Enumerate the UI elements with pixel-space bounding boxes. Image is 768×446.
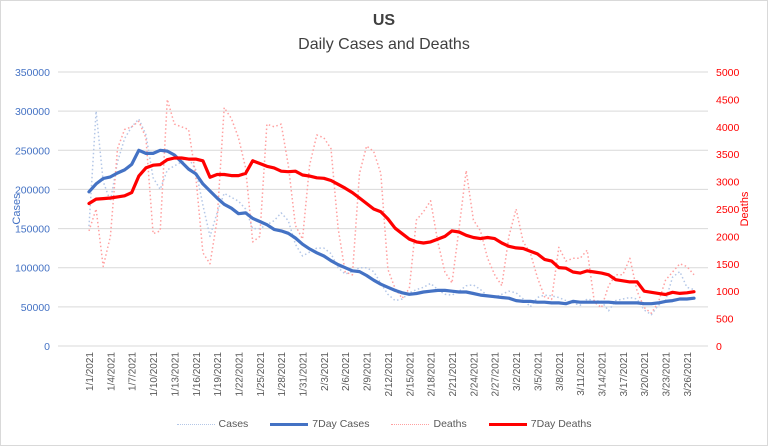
left-tick-label: 350000: [15, 67, 50, 79]
x-tick-label: 1/10/2021: [149, 352, 160, 397]
x-tick-label: 1/16/2021: [192, 352, 203, 397]
legend-item-deaths: Deaths: [391, 418, 467, 430]
x-axis-ticks: 1/1/2021 1/4/2021 1/7/2021 1/10/2021 1/13/20…: [85, 352, 694, 397]
x-tick-label: 3/20/2021: [640, 352, 651, 397]
x-tick-label: 3/26/2021: [683, 352, 694, 397]
legend-swatch-cases: [176, 423, 215, 425]
right-tick-label: 1000: [716, 286, 740, 298]
gridlines: [58, 71, 708, 347]
right-tick-label: 5000: [716, 67, 740, 79]
right-tick-label: 3500: [716, 149, 740, 161]
x-tick-label: 1/22/2021: [234, 352, 245, 397]
chart-subtitle: Daily Cases and Deaths: [298, 36, 470, 53]
right-axis-ticks: 0 500 1000 1500 2000 2500 3000 3500 4000 4500 5000: [716, 67, 740, 353]
x-tick-label: 2/15/2021: [405, 352, 416, 397]
x-tick-label: 2/27/2021: [491, 352, 502, 397]
legend-label: 7Day Deaths: [530, 418, 592, 430]
left-tick-label: 150000: [15, 224, 50, 236]
right-tick-label: 2000: [716, 231, 740, 243]
x-tick-label: 3/2/2021: [512, 352, 523, 391]
left-tick-label: 200000: [15, 184, 50, 196]
x-tick-label: 2/24/2021: [469, 352, 480, 397]
x-tick-label: 1/7/2021: [128, 352, 139, 391]
x-tick-label: 1/31/2021: [299, 352, 310, 397]
x-tick-label: 3/11/2021: [576, 352, 587, 396]
right-tick-label: 500: [716, 314, 734, 326]
left-tick-label: 300000: [15, 106, 50, 118]
left-tick-label: 50000: [21, 302, 50, 314]
legend-label: Cases: [218, 418, 249, 430]
series-group: [87, 98, 696, 316]
left-tick-label: 0: [44, 341, 50, 353]
left-tick-label: 250000: [15, 145, 50, 157]
right-tick-label: 4500: [716, 94, 740, 106]
right-tick-label: 0: [716, 341, 722, 353]
series-line-cases: [88, 110, 695, 316]
chart-title: US: [372, 12, 396, 29]
right-axis-title: Deaths: [739, 191, 751, 226]
legend-item-cases: Cases: [176, 418, 249, 430]
x-tick-label: 3/17/2021: [619, 352, 630, 397]
right-tick-label: 2500: [716, 204, 740, 216]
legend-label: Deaths: [433, 418, 467, 430]
legend: Cases 7Day Cases Deaths 7Day Deaths: [0, 418, 768, 430]
legend-item-7day-deaths: 7Day Deaths: [488, 418, 592, 430]
right-tick-label: 1500: [716, 259, 740, 271]
left-axis-title: Cases: [11, 193, 23, 225]
x-tick-label: 3/8/2021: [555, 352, 566, 391]
series-line-7day-cases: [87, 148, 696, 306]
right-tick-label: 4000: [716, 122, 740, 134]
x-tick-label: 3/5/2021: [533, 352, 544, 391]
x-tick-label: 1/28/2021: [277, 352, 288, 397]
right-tick-label: 3000: [716, 177, 740, 189]
legend-swatch-7day-cases: [270, 422, 309, 426]
series-line-deaths: [88, 98, 695, 314]
legend-item-7day-cases: 7Day Cases: [270, 418, 369, 430]
x-tick-label: 3/23/2021: [662, 352, 673, 397]
x-tick-label: 2/12/2021: [384, 352, 395, 397]
x-tick-label: 2/3/2021: [320, 352, 331, 391]
x-tick-label: 3/14/2021: [597, 352, 608, 397]
x-tick-label: 2/6/2021: [341, 352, 352, 391]
x-tick-label: 2/9/2021: [363, 352, 374, 391]
left-tick-label: 100000: [15, 263, 50, 275]
x-tick-label: 1/25/2021: [256, 352, 267, 397]
legend-label: 7Day Cases: [312, 418, 370, 430]
legend-swatch-7day-deaths: [488, 422, 527, 426]
x-tick-label: 1/4/2021: [106, 352, 117, 391]
x-tick-label: 1/13/2021: [170, 352, 181, 397]
legend-swatch-deaths: [391, 423, 430, 425]
x-tick-label: 2/18/2021: [427, 352, 438, 397]
series-line-7day-deaths: [87, 156, 696, 297]
x-tick-label: 1/19/2021: [213, 352, 224, 397]
x-tick-label: 1/1/2021: [85, 352, 96, 391]
x-tick-label: 2/21/2021: [448, 352, 459, 397]
left-axis-ticks: 0 50000 100000 150000 200000 250000 300000 3500…: [15, 67, 50, 353]
